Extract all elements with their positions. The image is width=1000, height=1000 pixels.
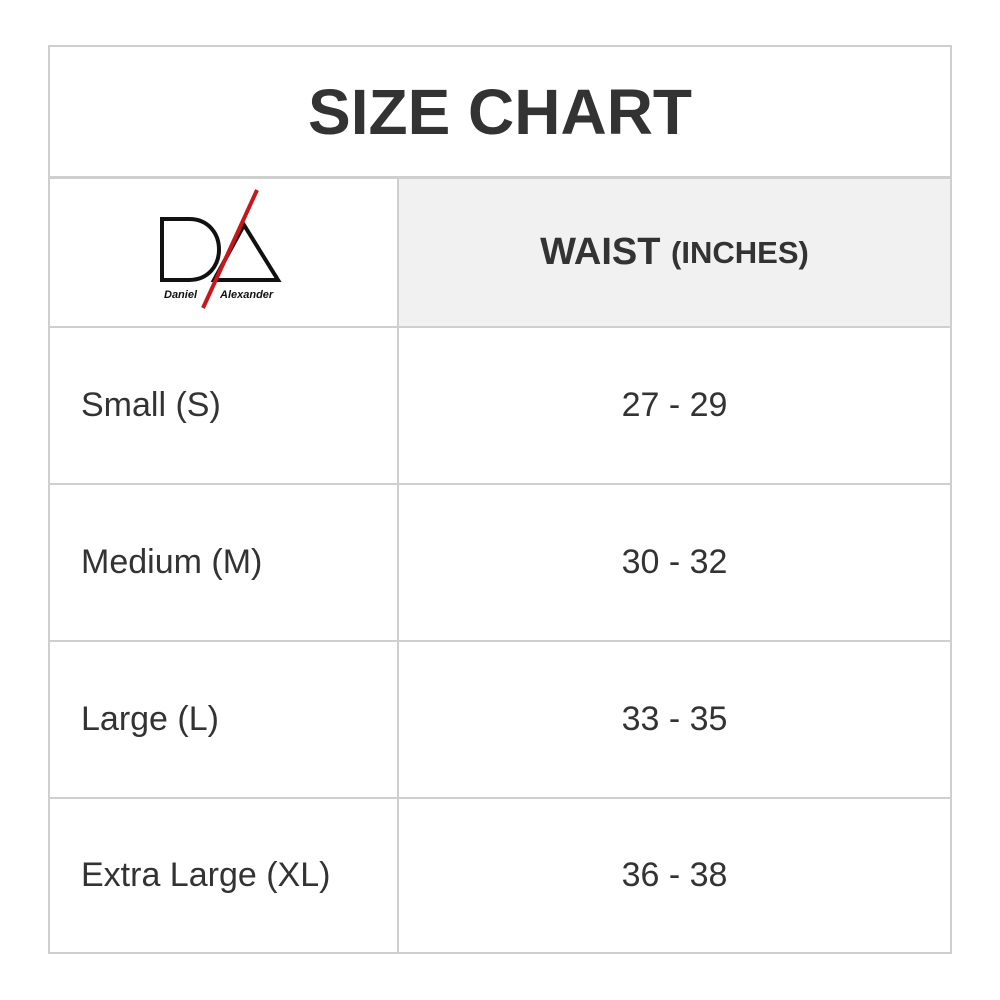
logo-cell: Daniel Alexander	[50, 179, 399, 326]
table-row: Large (L) 33 - 35	[50, 642, 950, 799]
header-row: Daniel Alexander WAIST (INCHES)	[50, 179, 950, 328]
logo-text-alexander: Alexander	[219, 289, 274, 301]
size-cell: Small (S)	[50, 328, 399, 483]
chart-title: SIZE CHART	[50, 47, 950, 179]
size-cell: Extra Large (XL)	[50, 799, 399, 952]
waist-cell: 27 - 29	[621, 386, 728, 424]
logo-text-daniel: Daniel	[164, 289, 198, 301]
waist-cell: 36 - 38	[621, 856, 728, 894]
table-row: Medium (M) 30 - 32	[50, 485, 950, 642]
table-row: Extra Large (XL) 36 - 38	[50, 799, 950, 952]
daniel-alexander-logo: Daniel Alexander	[159, 188, 282, 309]
waist-cell: 30 - 32	[621, 543, 728, 581]
unit-label: (INCHES)	[671, 234, 809, 270]
table-row: Small (S) 27 - 29	[50, 328, 950, 485]
waist-label: WAIST	[540, 231, 661, 273]
size-cell: Large (L)	[50, 642, 399, 797]
waist-header: WAIST (INCHES)	[399, 179, 950, 326]
waist-cell: 33 - 35	[621, 700, 728, 738]
size-chart-table: SIZE CHART Daniel Alexander WAIST (INCHE…	[48, 45, 952, 954]
size-cell: Medium (M)	[50, 485, 399, 640]
